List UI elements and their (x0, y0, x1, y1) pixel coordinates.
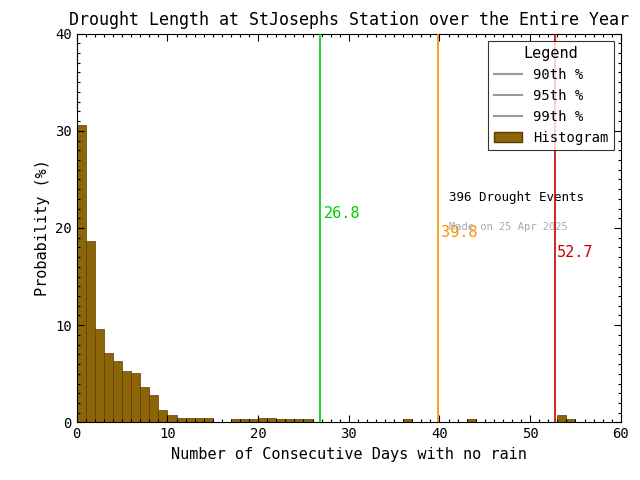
Bar (285, 420, 294, 422)
Bar (268, 418, 276, 422)
Bar (140, 387, 149, 422)
Bar (403, 420, 412, 422)
Text: 52.7: 52.7 (557, 245, 594, 260)
Text: Made on 25 Apr 2025: Made on 25 Apr 2025 (449, 222, 568, 232)
Bar (195, 418, 204, 422)
Legend: 90th %, 95th %, 99th %, Histogram: 90th %, 95th %, 99th %, Histogram (488, 40, 614, 150)
Bar (240, 420, 249, 422)
Bar (204, 418, 212, 422)
Bar (149, 395, 158, 422)
Bar (95, 329, 104, 422)
Y-axis label: Probability (%): Probability (%) (35, 159, 50, 297)
Bar (294, 420, 303, 422)
Bar (77, 125, 86, 422)
Title: Drought Length at StJosephs Station over the Entire Year: Drought Length at StJosephs Station over… (69, 11, 628, 29)
X-axis label: Number of Consecutive Days with no rain: Number of Consecutive Days with no rain (171, 447, 527, 462)
Bar (276, 420, 285, 422)
Bar (104, 353, 113, 422)
Bar (122, 371, 131, 422)
Bar (467, 420, 476, 422)
Bar (113, 361, 122, 422)
Bar (231, 420, 240, 422)
Bar (177, 418, 186, 422)
Text: 26.8: 26.8 (323, 206, 360, 221)
Bar (186, 418, 195, 422)
Bar (557, 415, 566, 422)
Bar (249, 420, 258, 422)
Text: 39.8: 39.8 (442, 225, 478, 240)
Bar (258, 418, 268, 422)
Bar (566, 420, 575, 422)
Bar (131, 373, 140, 422)
Bar (86, 240, 95, 422)
Bar (168, 415, 177, 422)
Bar (158, 410, 168, 422)
Text: 396 Drought Events: 396 Drought Events (449, 191, 584, 204)
Bar (303, 420, 312, 422)
